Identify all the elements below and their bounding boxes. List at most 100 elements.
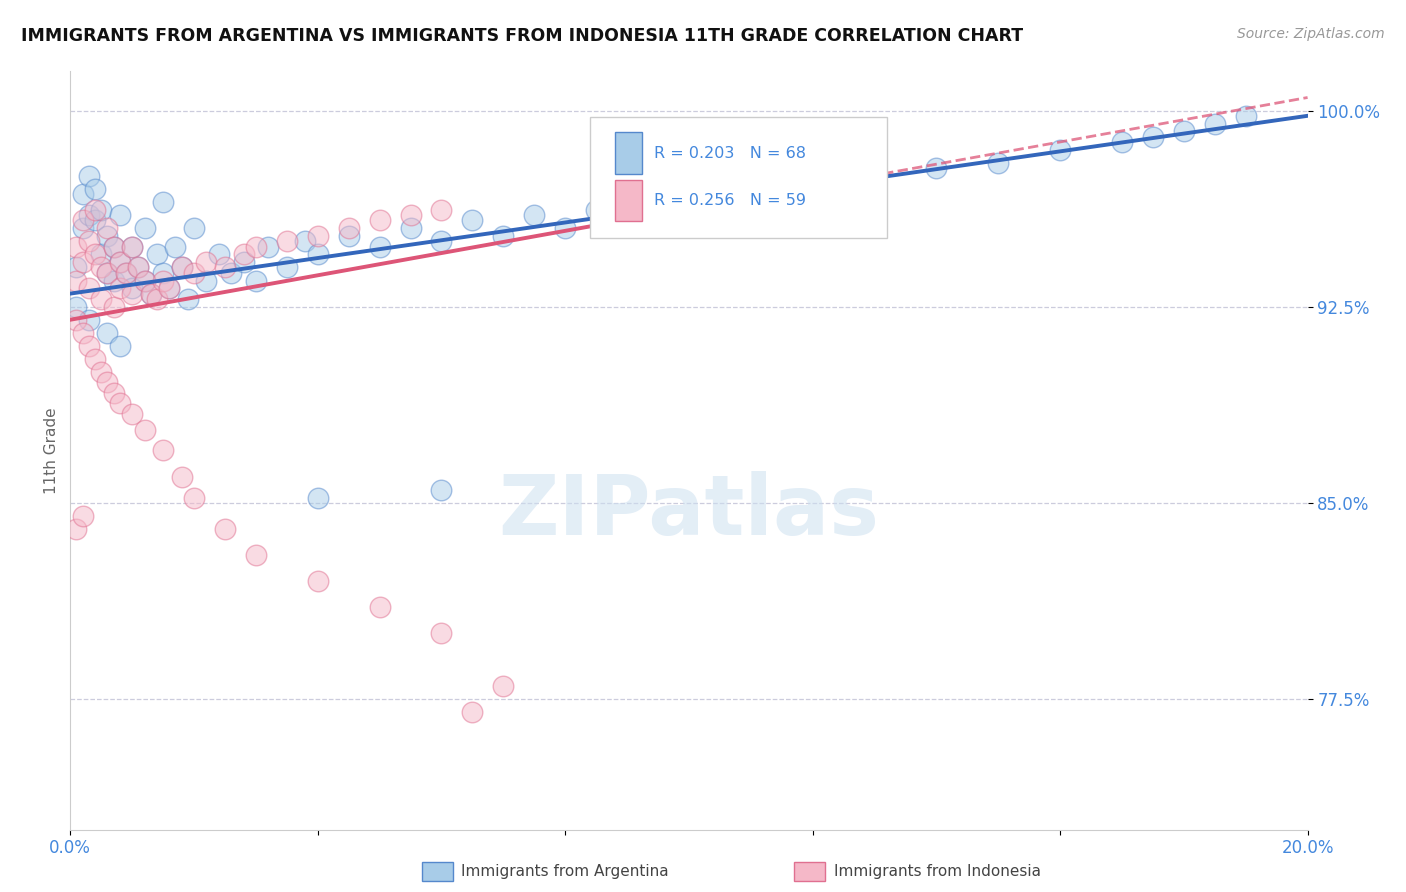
Point xyxy=(90,292,112,306)
Point xyxy=(77,312,100,326)
Point xyxy=(257,239,280,253)
Point xyxy=(65,312,87,326)
Point xyxy=(183,491,205,505)
Bar xyxy=(614,132,643,174)
Point xyxy=(294,235,316,249)
Text: R = 0.256   N = 59: R = 0.256 N = 59 xyxy=(654,193,806,208)
Point xyxy=(84,351,107,366)
Point xyxy=(170,260,193,275)
Point xyxy=(337,221,360,235)
Point xyxy=(430,483,453,497)
Point xyxy=(1234,109,1257,123)
Point xyxy=(195,273,218,287)
Point xyxy=(157,281,180,295)
Point xyxy=(134,423,156,437)
Point xyxy=(585,202,607,217)
Point xyxy=(108,255,131,269)
Point xyxy=(103,239,125,253)
Point xyxy=(65,239,87,253)
Point xyxy=(678,208,700,222)
Point xyxy=(987,156,1010,170)
Point xyxy=(139,286,162,301)
Point xyxy=(72,213,94,227)
Point xyxy=(492,679,515,693)
Point xyxy=(77,235,100,249)
Point xyxy=(121,281,143,295)
Text: Immigrants from Indonesia: Immigrants from Indonesia xyxy=(834,864,1040,879)
Point xyxy=(127,260,149,275)
Point xyxy=(121,239,143,253)
Point xyxy=(108,339,131,353)
Point xyxy=(65,522,87,536)
Point xyxy=(214,522,236,536)
Point xyxy=(152,273,174,287)
Point xyxy=(195,255,218,269)
Point xyxy=(134,273,156,287)
Point xyxy=(72,508,94,523)
Point xyxy=(307,247,329,261)
Point xyxy=(152,443,174,458)
Point xyxy=(1204,117,1226,131)
Text: R = 0.203   N = 68: R = 0.203 N = 68 xyxy=(654,145,806,161)
Point xyxy=(461,213,484,227)
Point xyxy=(72,187,94,202)
Point xyxy=(523,208,546,222)
Point xyxy=(276,260,298,275)
Point xyxy=(96,326,118,340)
Point xyxy=(139,286,162,301)
Point xyxy=(103,386,125,401)
Point xyxy=(77,208,100,222)
Point xyxy=(368,239,391,253)
Point xyxy=(65,273,87,287)
Point xyxy=(84,213,107,227)
Point xyxy=(84,247,107,261)
Text: Source: ZipAtlas.com: Source: ZipAtlas.com xyxy=(1237,27,1385,41)
Point xyxy=(276,235,298,249)
Point xyxy=(96,266,118,280)
Point xyxy=(121,407,143,421)
Point xyxy=(96,266,118,280)
Point xyxy=(90,260,112,275)
Point xyxy=(115,266,138,280)
Point xyxy=(77,339,100,353)
Point xyxy=(72,326,94,340)
Point xyxy=(232,247,254,261)
Point xyxy=(647,195,669,210)
Point xyxy=(430,626,453,640)
Point xyxy=(77,281,100,295)
Point xyxy=(103,273,125,287)
Point xyxy=(152,266,174,280)
Point xyxy=(134,221,156,235)
Point xyxy=(65,260,87,275)
Point xyxy=(430,235,453,249)
Point xyxy=(863,169,886,183)
Point xyxy=(157,281,180,295)
Point xyxy=(208,247,231,261)
Point xyxy=(925,161,948,175)
Point xyxy=(72,221,94,235)
Point xyxy=(740,187,762,202)
Point xyxy=(801,182,824,196)
Point xyxy=(90,202,112,217)
Point xyxy=(90,365,112,379)
Point xyxy=(108,281,131,295)
Point xyxy=(84,202,107,217)
Point xyxy=(170,469,193,483)
Y-axis label: 11th Grade: 11th Grade xyxy=(44,407,59,494)
Point xyxy=(77,169,100,183)
Point xyxy=(245,273,267,287)
Point xyxy=(108,255,131,269)
Point xyxy=(1142,129,1164,144)
Text: Immigrants from Argentina: Immigrants from Argentina xyxy=(461,864,669,879)
Point xyxy=(307,491,329,505)
Point xyxy=(165,239,187,253)
Point xyxy=(90,247,112,261)
Point xyxy=(399,221,422,235)
Point xyxy=(134,273,156,287)
Point xyxy=(121,286,143,301)
Point xyxy=(337,229,360,244)
Point xyxy=(146,292,169,306)
Point xyxy=(121,239,143,253)
Point xyxy=(214,260,236,275)
Point xyxy=(127,260,149,275)
